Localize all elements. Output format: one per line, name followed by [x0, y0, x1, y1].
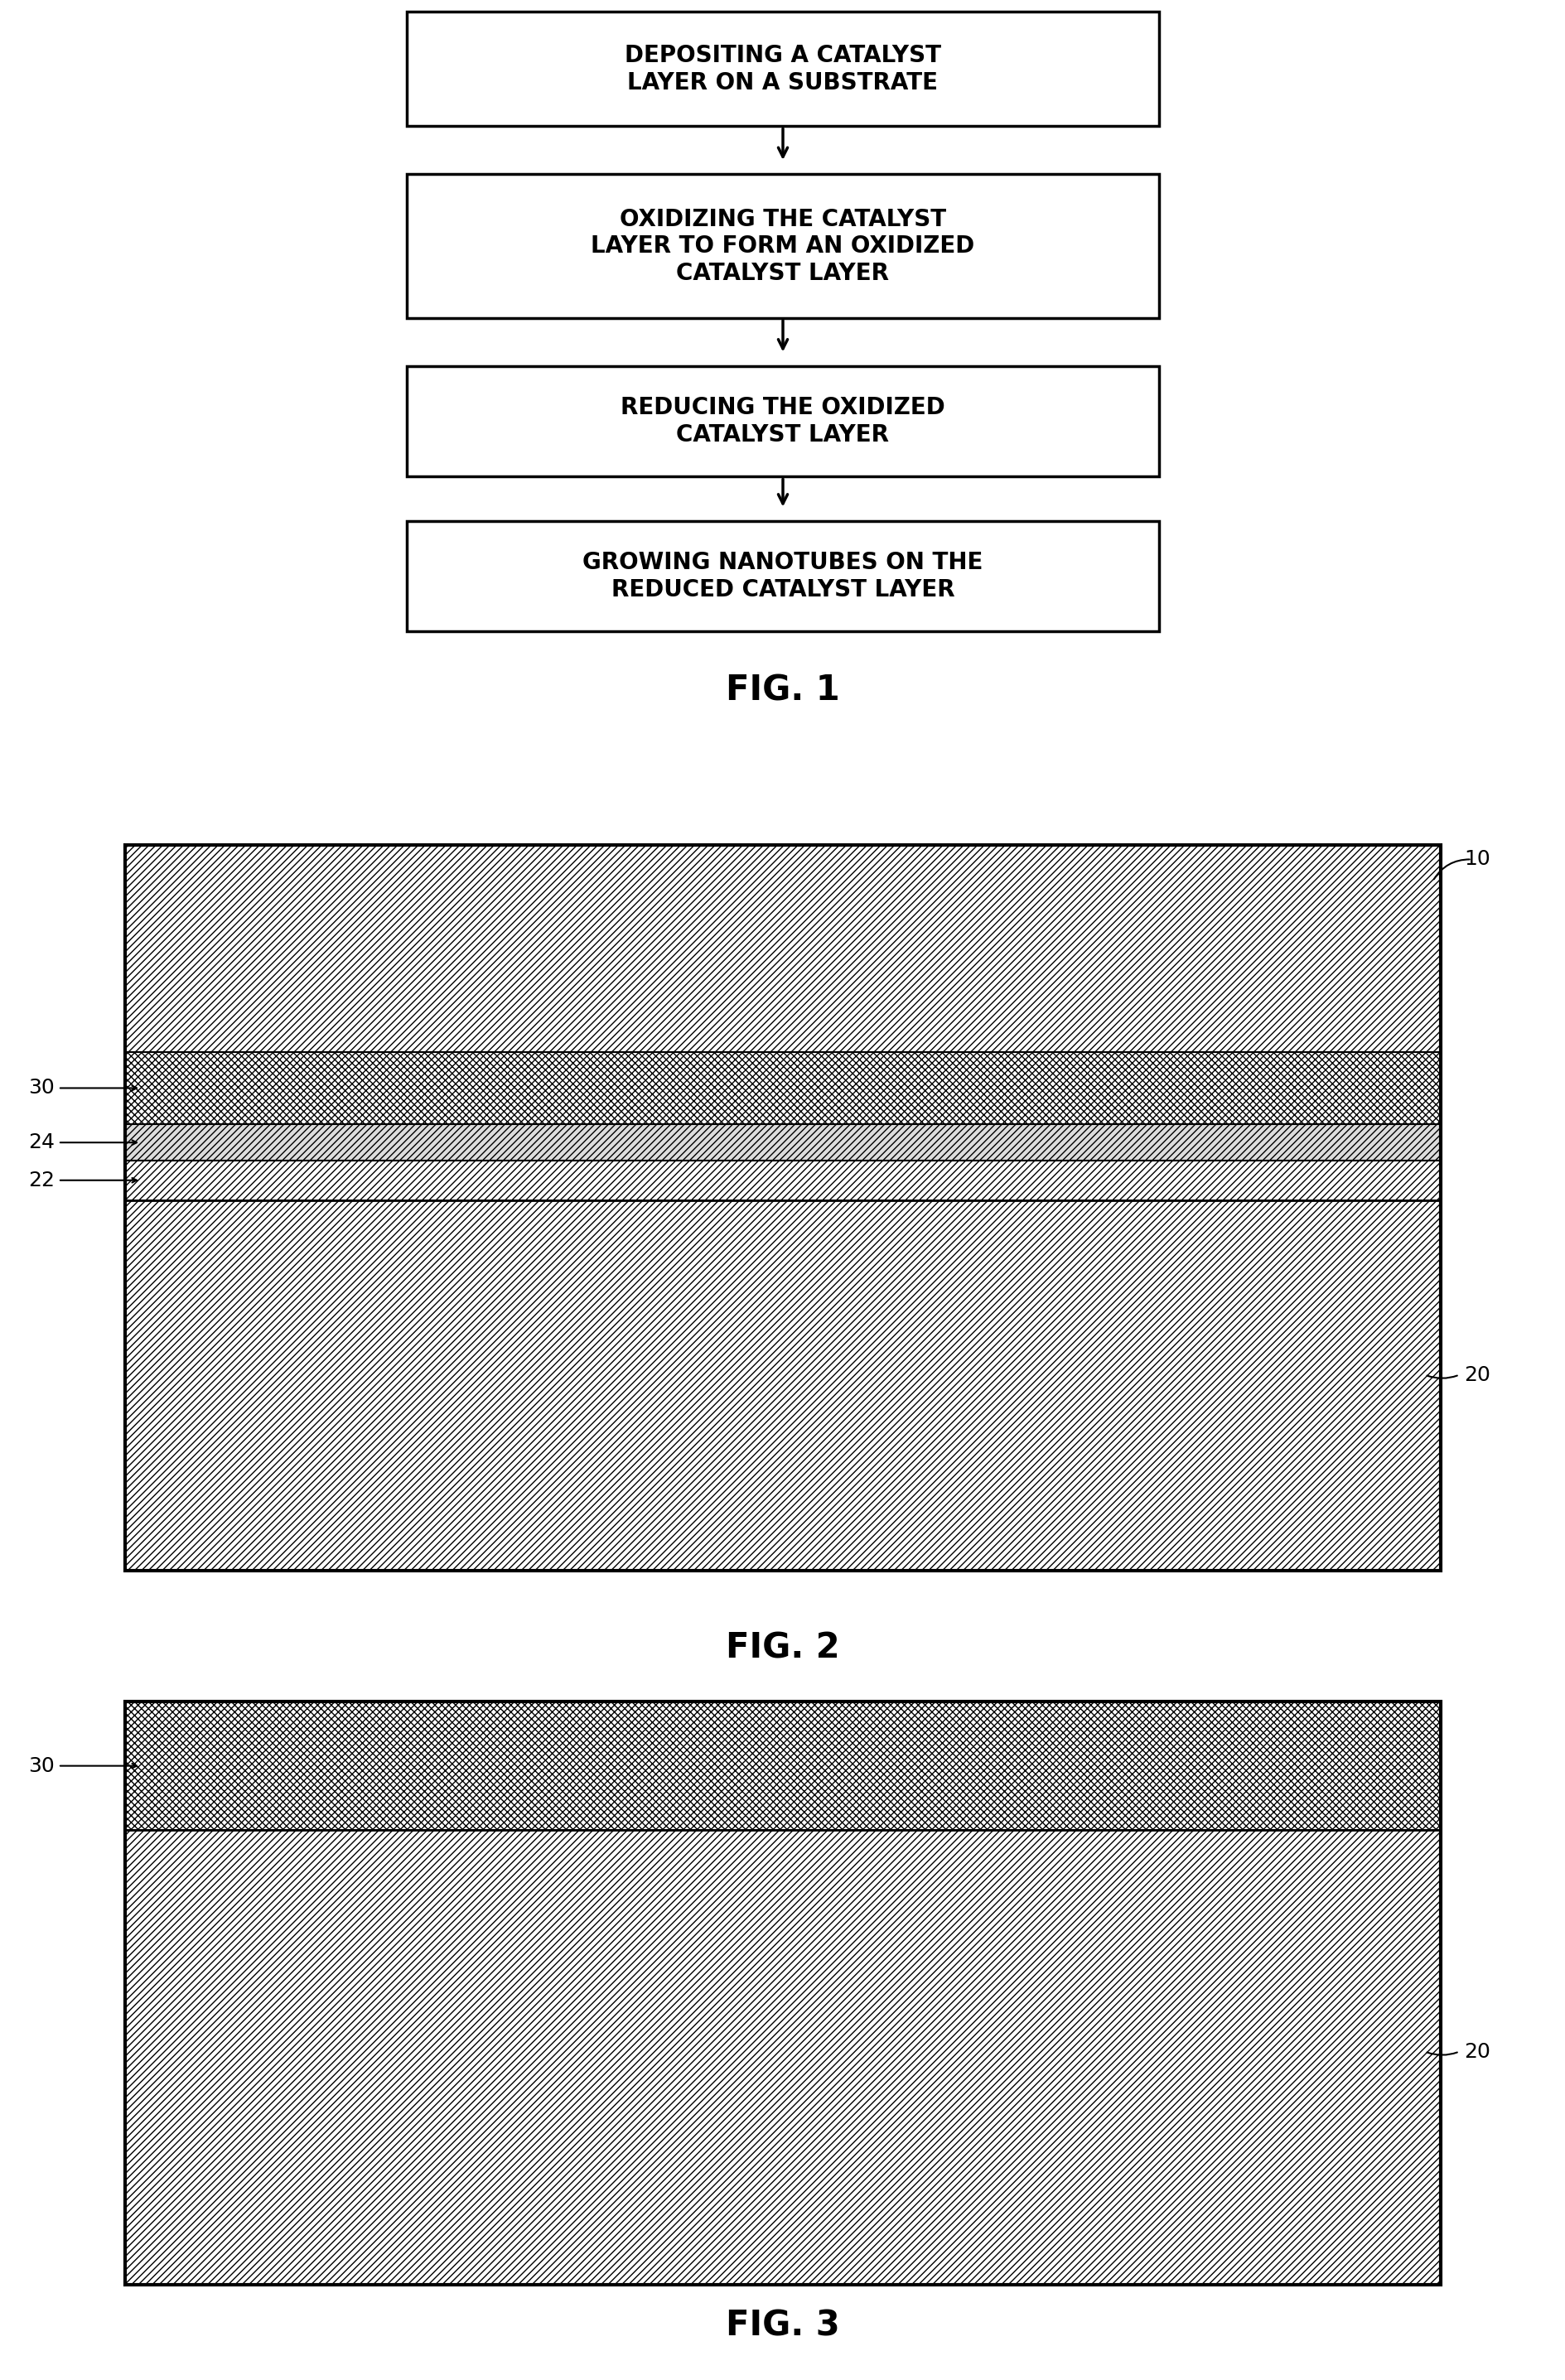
Text: 10: 10	[1463, 850, 1490, 869]
Bar	[125, 1702, 1440, 1830]
Bar	[407, 367, 1158, 476]
Text: 24: 24	[28, 1133, 55, 1152]
Bar	[125, 1830, 1440, 2285]
Bar	[125, 845, 1440, 1571]
Text: 20: 20	[1463, 2042, 1490, 2061]
Bar	[125, 1052, 1440, 1123]
Bar	[125, 1123, 1440, 1161]
Bar	[125, 1702, 1440, 2285]
Text: 20: 20	[1463, 1364, 1490, 1385]
Bar	[407, 174, 1158, 319]
Bar	[125, 1200, 1440, 1571]
Text: GROWING NANOTUBES ON THE
REDUCED CATALYST LAYER: GROWING NANOTUBES ON THE REDUCED CATALYS…	[582, 552, 983, 602]
Bar	[407, 12, 1158, 126]
Text: 30: 30	[28, 1078, 55, 1097]
Text: REDUCING THE OXIDIZED
CATALYST LAYER: REDUCING THE OXIDIZED CATALYST LAYER	[620, 397, 945, 447]
Text: 30: 30	[28, 1756, 55, 1775]
Text: DEPOSITING A CATALYST
LAYER ON A SUBSTRATE: DEPOSITING A CATALYST LAYER ON A SUBSTRA…	[624, 45, 941, 95]
Text: 22: 22	[28, 1171, 55, 1190]
Text: FIG. 2: FIG. 2	[726, 1630, 839, 1666]
Bar	[125, 1161, 1440, 1200]
Bar	[407, 521, 1158, 631]
Text: FIG. 1: FIG. 1	[726, 674, 839, 709]
Bar	[125, 845, 1440, 1052]
Text: FIG. 3: FIG. 3	[726, 2309, 839, 2344]
Text: OXIDIZING THE CATALYST
LAYER TO FORM AN OXIDIZED
CATALYST LAYER: OXIDIZING THE CATALYST LAYER TO FORM AN …	[590, 207, 975, 286]
